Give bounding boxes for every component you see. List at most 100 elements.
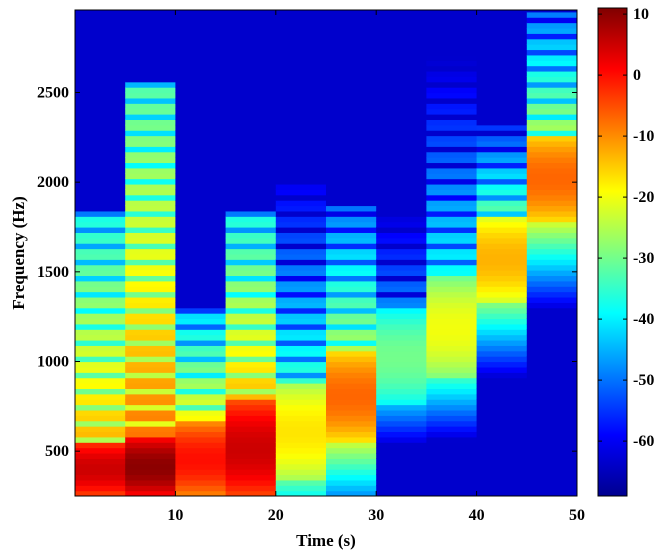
heatmap-cell [426, 383, 478, 389]
heatmap-cell [526, 38, 577, 45]
heatmap-cell [225, 253, 277, 260]
heatmap-cell [75, 291, 126, 298]
heatmap-cell [275, 210, 327, 217]
heatmap-cell [326, 178, 377, 185]
heatmap-cell [225, 415, 277, 422]
heatmap-cell [125, 54, 176, 61]
heatmap-cell [476, 366, 528, 373]
heatmap-cell [125, 361, 176, 368]
heatmap-cell [526, 11, 577, 18]
heatmap-cell [426, 49, 478, 56]
heatmap-cell [476, 226, 528, 233]
heatmap-cell [175, 22, 227, 29]
heatmap-cell [426, 307, 478, 314]
heatmap-cell [476, 388, 528, 395]
heatmap-cell [225, 54, 277, 61]
heatmap-cell [275, 10, 327, 13]
heatmap-cell [326, 490, 377, 496]
heatmap-cell [125, 436, 176, 443]
heatmap-cell [275, 194, 327, 201]
heatmap-cell [225, 70, 277, 77]
heatmap-cell [275, 243, 327, 250]
heatmap-cell [376, 54, 427, 61]
heatmap-cell [75, 103, 126, 110]
heatmap-cell [376, 49, 427, 56]
heatmap-cell [275, 436, 327, 443]
heatmap-cell [75, 60, 126, 67]
heatmap-cell [175, 65, 227, 72]
heatmap-cell [275, 388, 327, 395]
heatmap-cell [175, 92, 227, 99]
heatmap-cell [75, 81, 126, 88]
heatmap-cell [426, 140, 478, 147]
heatmap-cell [426, 81, 478, 88]
heatmap-cell [476, 377, 528, 384]
heatmap-cell [175, 350, 227, 357]
heatmap-cell [75, 372, 126, 379]
heatmap-cell [426, 329, 478, 336]
heatmap-cell [125, 130, 176, 137]
heatmap-cell [376, 485, 427, 492]
heatmap-cell [175, 162, 227, 169]
heatmap-cell [125, 458, 176, 465]
heatmap-cell [526, 119, 577, 126]
heatmap-cell [75, 404, 126, 411]
heatmap-cell [75, 200, 126, 207]
heatmap-cell [526, 27, 577, 34]
heatmap-cell [275, 178, 327, 185]
heatmap-cell [225, 356, 277, 363]
heatmap-cell [476, 11, 528, 18]
heatmap-cell [175, 356, 227, 363]
heatmap-cell [275, 329, 327, 336]
heatmap-cell [476, 92, 528, 99]
heatmap-cell [175, 221, 227, 228]
heatmap-cell [526, 264, 577, 271]
heatmap-cell [426, 205, 478, 212]
heatmap-cell [175, 114, 227, 120]
heatmap-cell [175, 404, 227, 411]
heatmap-cell [275, 253, 327, 260]
heatmap-cell [476, 146, 528, 153]
heatmap-cell [376, 167, 427, 174]
heatmap-cell [125, 442, 176, 449]
heatmap-cell [75, 140, 126, 147]
heatmap-cell [175, 87, 227, 94]
heatmap-cell [326, 17, 377, 24]
heatmap-cell [326, 162, 377, 169]
heatmap-cell [526, 345, 577, 352]
heatmap-cell [326, 183, 377, 190]
heatmap-cell [526, 366, 577, 373]
heatmap-cell [225, 334, 277, 341]
heatmap-cell [376, 286, 427, 293]
heatmap-cell [75, 216, 126, 223]
heatmap-cell [75, 157, 126, 164]
heatmap-cell [275, 356, 327, 363]
heatmap-cell [476, 350, 528, 357]
heatmap-cell [376, 350, 427, 357]
heatmap-cell [175, 253, 227, 260]
heatmap-cell [275, 205, 327, 212]
heatmap-cell [526, 205, 577, 212]
heatmap-cell [275, 167, 327, 174]
heatmap-cell [476, 296, 528, 303]
heatmap-cell [326, 221, 377, 228]
heatmap-cell [225, 248, 277, 255]
heatmap-cell [376, 60, 427, 67]
heatmap-cell [125, 474, 176, 481]
heatmap-cell [275, 420, 327, 427]
heatmap-cell [225, 183, 277, 190]
heatmap-cell [75, 334, 126, 341]
heatmap-cell [275, 393, 327, 400]
heatmap-cell [275, 103, 327, 110]
heatmap-cell [175, 167, 227, 174]
heatmap-cell [75, 38, 126, 45]
heatmap-cell [376, 38, 427, 45]
heatmap-cell [326, 280, 377, 287]
heatmap-cell [476, 157, 528, 164]
heatmap-cell [125, 350, 176, 357]
heatmap-cell [426, 296, 478, 303]
heatmap-cell [225, 119, 277, 126]
heatmap-cell [326, 270, 377, 277]
heatmap-cell [376, 27, 427, 34]
heatmap-cell [476, 447, 528, 454]
